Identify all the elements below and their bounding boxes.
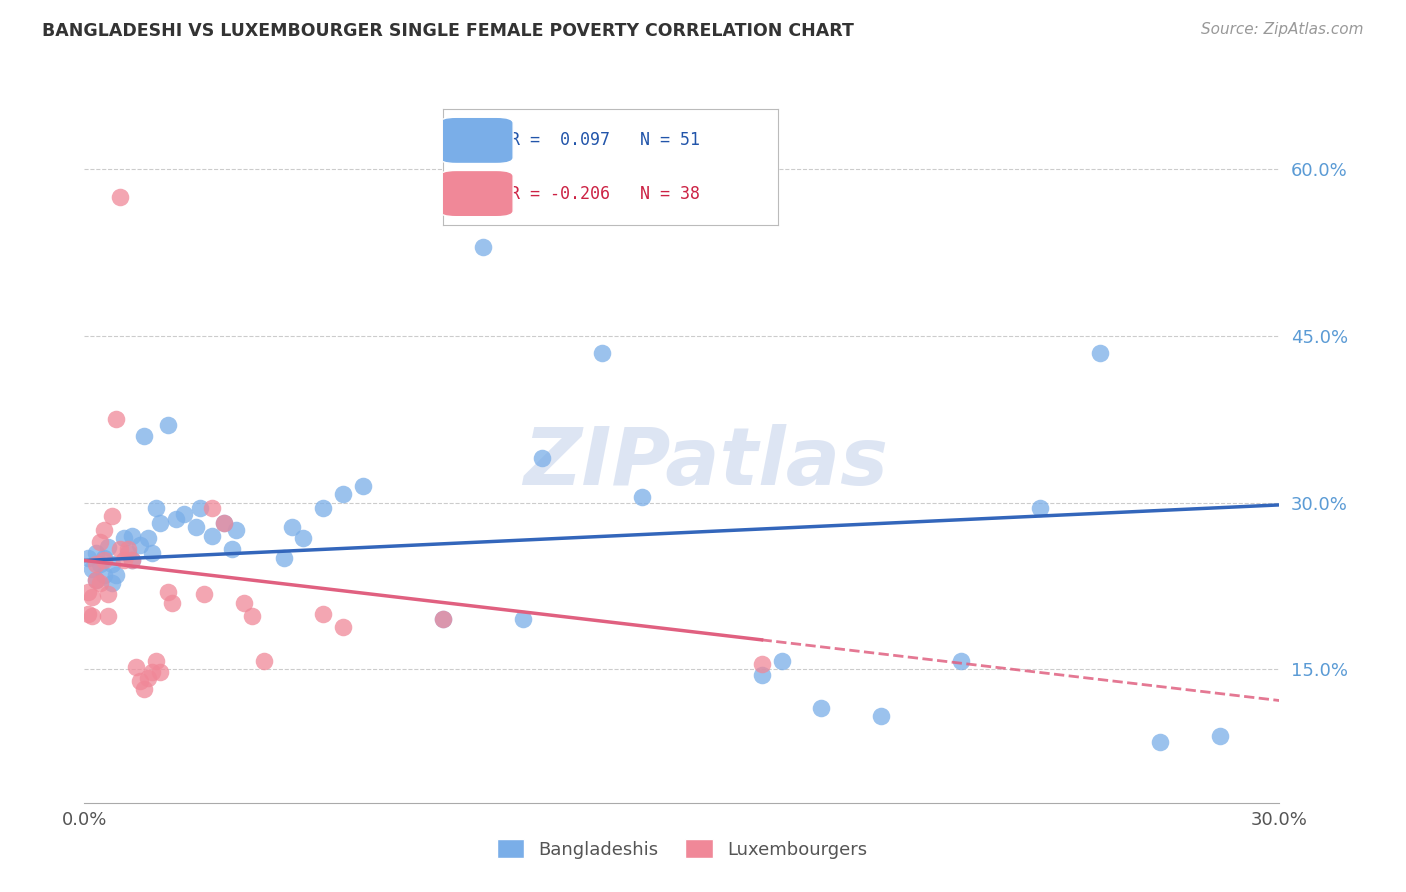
- Point: [145, 653, 167, 667]
- Point: [129, 673, 152, 688]
- Point: [193, 587, 215, 601]
- Point: [201, 529, 224, 543]
- Point: [531, 451, 554, 466]
- Point: [89, 534, 111, 549]
- Point: [132, 429, 156, 443]
- Point: [1209, 729, 1232, 743]
- Point: [101, 508, 124, 523]
- Point: [89, 575, 111, 590]
- Point: [432, 612, 454, 626]
- Point: [93, 551, 115, 566]
- Point: [1090, 345, 1112, 359]
- Point: [117, 542, 139, 557]
- Point: [77, 551, 100, 566]
- Point: [117, 546, 139, 560]
- Point: [82, 562, 104, 576]
- Point: [112, 553, 135, 567]
- Point: [97, 587, 120, 601]
- Point: [188, 501, 211, 516]
- Point: [121, 553, 143, 567]
- Point: [101, 557, 124, 571]
- Point: [1029, 501, 1052, 516]
- Point: [97, 540, 120, 554]
- Point: [105, 568, 128, 582]
- Point: [149, 516, 172, 530]
- Point: [751, 668, 773, 682]
- Point: [77, 584, 100, 599]
- Point: [770, 653, 793, 667]
- Point: [751, 657, 773, 671]
- Point: [332, 620, 354, 634]
- Point: [810, 701, 832, 715]
- Point: [232, 596, 254, 610]
- Text: BANGLADESHI VS LUXEMBOURGER SINGLE FEMALE POVERTY CORRELATION CHART: BANGLADESHI VS LUXEMBOURGER SINGLE FEMAL…: [42, 22, 853, 40]
- Point: [86, 574, 108, 588]
- Point: [125, 660, 148, 674]
- Point: [141, 546, 163, 560]
- Point: [165, 512, 187, 526]
- Point: [212, 516, 235, 530]
- Point: [110, 190, 132, 204]
- Point: [157, 417, 180, 432]
- Point: [512, 612, 534, 626]
- Point: [132, 682, 156, 697]
- Point: [292, 531, 315, 545]
- Point: [101, 575, 124, 590]
- Point: [253, 653, 276, 667]
- Point: [93, 524, 115, 538]
- Point: [312, 501, 335, 516]
- Point: [136, 531, 159, 545]
- Point: [82, 609, 104, 624]
- Point: [240, 609, 263, 624]
- Text: ZIPatlas: ZIPatlas: [523, 425, 889, 502]
- Point: [89, 557, 111, 571]
- Point: [273, 551, 295, 566]
- Point: [82, 590, 104, 604]
- Point: [432, 612, 454, 626]
- Point: [141, 665, 163, 679]
- Point: [86, 574, 108, 588]
- Point: [212, 516, 235, 530]
- Point: [93, 553, 115, 567]
- Point: [112, 531, 135, 545]
- Point: [870, 709, 893, 723]
- Point: [110, 542, 132, 557]
- Point: [184, 520, 207, 534]
- Point: [173, 507, 195, 521]
- Point: [93, 568, 115, 582]
- Point: [221, 542, 243, 557]
- Point: [149, 665, 172, 679]
- Point: [145, 501, 167, 516]
- Point: [631, 490, 654, 504]
- Point: [591, 345, 613, 359]
- Point: [201, 501, 224, 516]
- Point: [225, 524, 247, 538]
- Point: [352, 479, 374, 493]
- Text: Source: ZipAtlas.com: Source: ZipAtlas.com: [1201, 22, 1364, 37]
- Legend: Bangladeshis, Luxembourgers: Bangladeshis, Luxembourgers: [489, 832, 875, 866]
- Point: [471, 240, 494, 254]
- Point: [312, 607, 335, 621]
- Point: [86, 546, 108, 560]
- Point: [160, 596, 183, 610]
- Point: [121, 553, 143, 567]
- Point: [157, 584, 180, 599]
- Point: [129, 538, 152, 552]
- Point: [97, 609, 120, 624]
- Point: [1149, 734, 1171, 748]
- Point: [332, 487, 354, 501]
- Point: [77, 607, 100, 621]
- Point: [86, 557, 108, 571]
- Point: [949, 653, 972, 667]
- Point: [121, 529, 143, 543]
- Point: [280, 520, 302, 534]
- Point: [136, 671, 159, 685]
- Point: [105, 412, 128, 426]
